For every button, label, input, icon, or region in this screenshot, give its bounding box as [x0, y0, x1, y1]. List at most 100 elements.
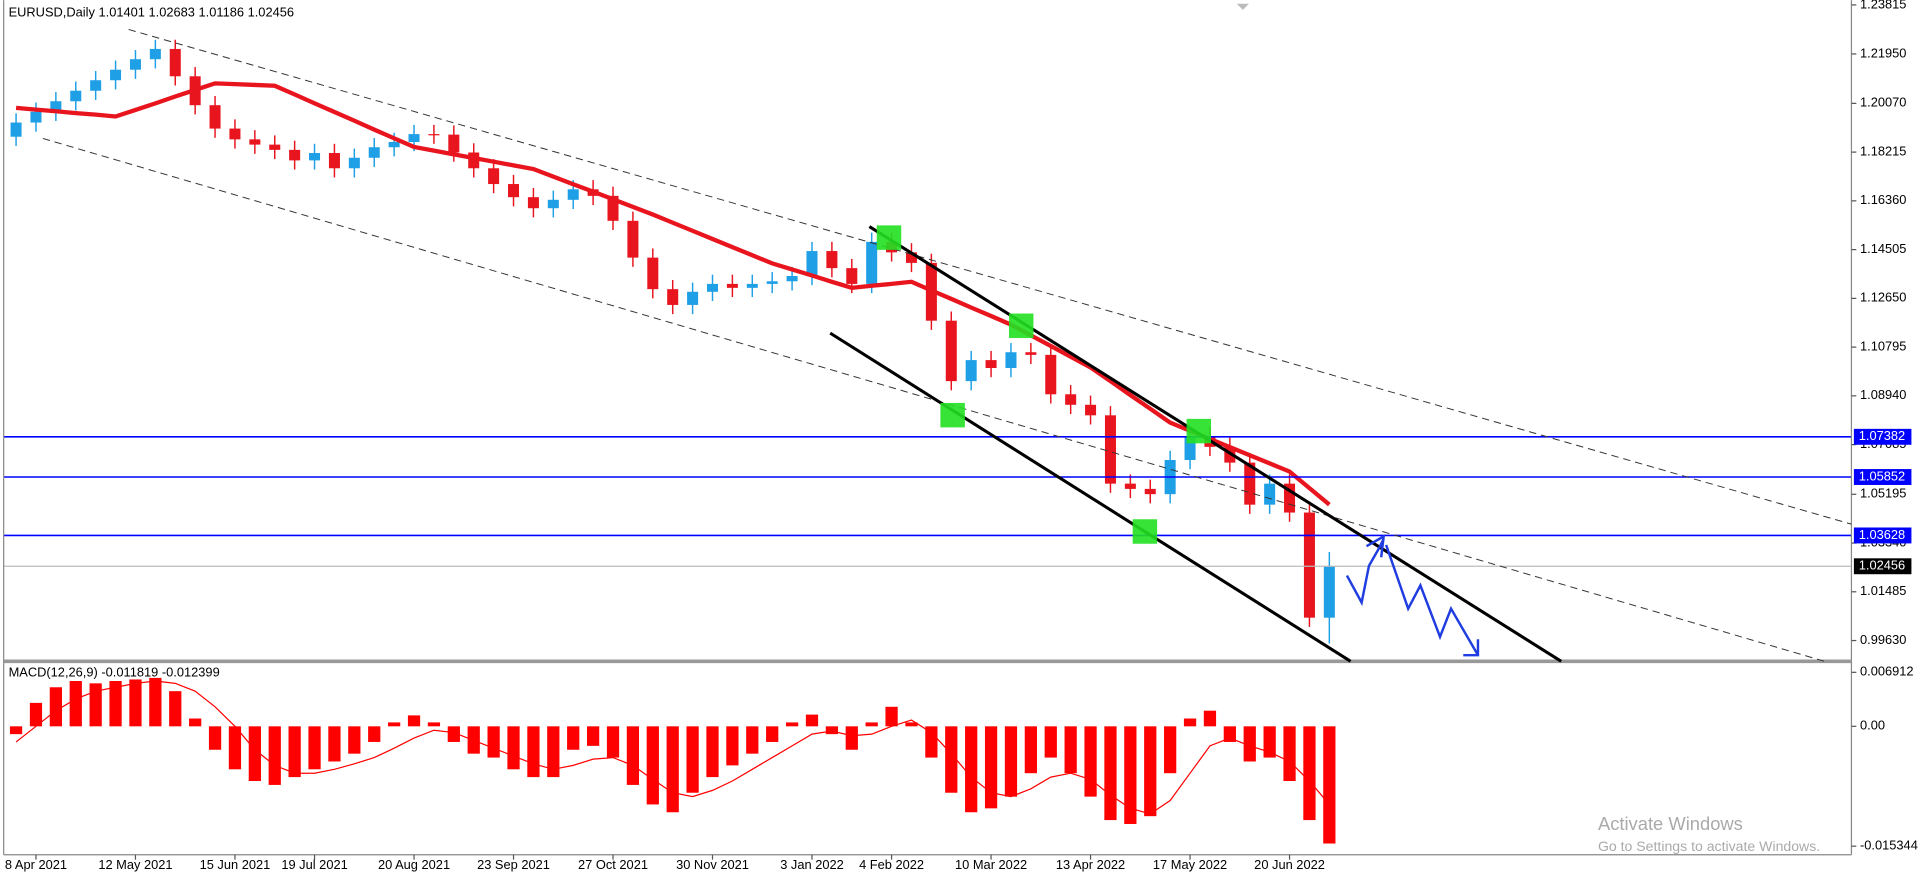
projection-arrow — [1365, 534, 1386, 558]
candle-body — [110, 69, 122, 81]
candle-body — [348, 157, 360, 169]
macd-bar — [626, 726, 640, 785]
low-value: 1.01186 — [199, 5, 244, 20]
macd-bar — [1044, 726, 1057, 758]
axis: 1.23815 1.21950 1.20070 1.18215 1.16360 1.145… — [5, 0, 1918, 872]
candle-body — [1144, 488, 1156, 495]
candle-body — [269, 144, 281, 150]
macd-bar — [1024, 726, 1037, 774]
watermark-subtitle: Go to Settings to activate Windows. — [1598, 838, 1820, 854]
x-tick-label: 17 May 2022 — [1153, 857, 1227, 872]
level-label-box — [1853, 527, 1912, 544]
macd-bar — [368, 726, 381, 742]
x-tick-label: 27 Oct 2021 — [578, 857, 648, 872]
candle-body — [70, 90, 82, 102]
candle-body — [328, 153, 340, 169]
macd-bar — [308, 726, 321, 770]
candle-body — [667, 289, 679, 305]
candle-body — [169, 48, 181, 77]
candle-body — [428, 134, 440, 136]
plot — [3, 39, 1852, 844]
x-tick-label: 4 Feb 2022 — [859, 857, 924, 872]
macd-bar — [527, 726, 540, 778]
candle-body — [408, 134, 420, 142]
projection-arrow — [1384, 544, 1480, 656]
candle-body — [289, 149, 301, 161]
projection-arrow — [1345, 538, 1385, 607]
candle-body — [806, 251, 818, 277]
candle-body — [1264, 483, 1276, 505]
macd-bar — [1064, 726, 1077, 774]
candle-body — [985, 360, 997, 369]
candle-body — [766, 281, 778, 284]
candle-body — [1303, 512, 1315, 618]
trend-line — [868, 225, 1563, 663]
macd-bar — [586, 726, 600, 746]
candle-body — [607, 195, 619, 221]
x-tick-label: 12 May 2021 — [98, 857, 172, 872]
macd-bar — [388, 722, 401, 727]
candle-body — [726, 283, 738, 288]
watermark-title: Activate Windows — [1598, 813, 1743, 834]
macd-bar — [169, 691, 182, 727]
macd-bar — [1263, 726, 1276, 758]
macd-bar — [666, 726, 679, 813]
macd-bar — [129, 679, 142, 727]
macd-bar — [1323, 726, 1336, 844]
candle-body — [687, 291, 699, 305]
y-tick-label: 1.01485 — [1860, 583, 1906, 598]
candle-body — [647, 257, 659, 290]
x-tick-label: 3 Jan 2022 — [780, 857, 844, 872]
touch-marker — [1132, 519, 1158, 544]
macd-bar — [706, 726, 719, 778]
touch-marker — [1186, 418, 1212, 444]
macd-bar — [1124, 726, 1137, 824]
candle-body — [786, 276, 798, 282]
macd-bar — [288, 726, 301, 778]
macd-bar — [208, 726, 222, 750]
candle-body — [746, 283, 758, 288]
x-tick-label: 20 Jun 2022 — [1254, 857, 1325, 872]
macd-bar — [407, 715, 421, 727]
y-tick-label: 0.99630 — [1860, 632, 1906, 647]
close-value: 1.02456 — [248, 5, 294, 20]
candle-body — [627, 220, 639, 258]
macd-bar — [1183, 718, 1197, 727]
candle-body — [1184, 436, 1196, 460]
shift-marker — [1236, 3, 1249, 10]
level-label: 1.05852 — [1859, 468, 1905, 483]
touch-marker — [940, 402, 965, 428]
macd-bar — [1084, 726, 1097, 797]
macd-bar — [189, 718, 202, 727]
candle-body — [846, 268, 858, 284]
trend-line — [128, 28, 1852, 525]
macd-bar — [945, 726, 958, 793]
candle-body — [866, 241, 878, 284]
macd-bar — [49, 687, 62, 727]
x-tick-label: 13 Apr 2022 — [1056, 857, 1125, 872]
macd-bar — [1164, 726, 1177, 774]
touch-marker — [1008, 313, 1034, 339]
macd-bar — [965, 726, 978, 813]
macd-bar — [925, 726, 938, 758]
macd-bar — [1223, 726, 1236, 742]
macd-bar — [606, 726, 620, 758]
macd-bar — [427, 722, 441, 727]
candle-body — [826, 251, 838, 269]
macd-bar — [726, 726, 739, 766]
y-tick-label: 0.00 — [1860, 718, 1885, 733]
macd-bar — [1283, 726, 1296, 782]
macd-bar — [69, 681, 82, 727]
x-tick-label: 19 Jul 2021 — [281, 857, 347, 872]
y-tick-label: 1.10795 — [1860, 338, 1906, 353]
macd-bar — [805, 714, 819, 727]
candle-body — [388, 141, 400, 148]
level-label: 1.03628 — [1859, 527, 1905, 542]
candle-body — [508, 184, 520, 198]
x-tick-label: 10 Mar 2022 — [955, 857, 1027, 872]
macd-bar — [845, 726, 858, 750]
macd-bar — [1243, 726, 1256, 762]
candle-body — [368, 147, 380, 158]
